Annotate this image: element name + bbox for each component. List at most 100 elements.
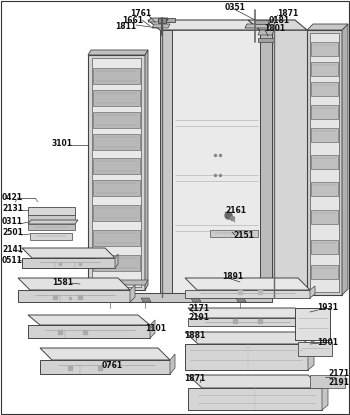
Text: 1931: 1931 — [317, 303, 338, 312]
Text: 1101: 1101 — [145, 324, 166, 332]
Polygon shape — [28, 215, 75, 222]
Polygon shape — [93, 68, 140, 84]
Text: 3101: 3101 — [52, 139, 73, 147]
Polygon shape — [188, 318, 307, 326]
Polygon shape — [255, 20, 268, 24]
Polygon shape — [22, 258, 115, 268]
Text: 2501: 2501 — [2, 227, 23, 237]
Polygon shape — [311, 82, 338, 96]
Polygon shape — [88, 50, 148, 55]
Polygon shape — [298, 342, 332, 356]
Polygon shape — [160, 30, 172, 295]
Polygon shape — [93, 180, 140, 196]
Polygon shape — [307, 24, 348, 30]
Polygon shape — [145, 50, 148, 290]
Polygon shape — [18, 278, 130, 290]
Polygon shape — [88, 293, 272, 302]
Polygon shape — [185, 278, 310, 290]
Text: 0511: 0511 — [2, 256, 23, 264]
Text: 0311: 0311 — [2, 217, 23, 225]
Polygon shape — [307, 30, 342, 295]
Polygon shape — [158, 18, 166, 23]
Text: 2151: 2151 — [233, 230, 254, 239]
Text: 1871: 1871 — [184, 374, 205, 383]
Polygon shape — [322, 383, 328, 410]
Polygon shape — [30, 233, 72, 240]
Polygon shape — [295, 308, 330, 340]
Text: 0421: 0421 — [2, 193, 23, 202]
Text: 2171: 2171 — [188, 303, 209, 312]
Polygon shape — [258, 38, 274, 42]
Polygon shape — [311, 182, 338, 196]
Polygon shape — [28, 207, 75, 215]
Polygon shape — [40, 360, 170, 374]
Polygon shape — [88, 280, 148, 285]
Polygon shape — [260, 30, 272, 295]
Polygon shape — [311, 42, 338, 56]
Polygon shape — [28, 224, 75, 230]
Polygon shape — [28, 220, 78, 224]
Text: 1871: 1871 — [277, 8, 298, 17]
Polygon shape — [93, 255, 140, 271]
Polygon shape — [170, 354, 175, 374]
Text: 1661: 1661 — [122, 15, 143, 24]
Polygon shape — [148, 20, 260, 30]
Text: 2171: 2171 — [328, 369, 349, 378]
Text: 0761: 0761 — [102, 361, 123, 369]
Polygon shape — [93, 90, 140, 106]
Polygon shape — [141, 298, 151, 302]
Polygon shape — [185, 290, 310, 298]
Polygon shape — [342, 24, 348, 295]
Polygon shape — [245, 24, 270, 28]
Polygon shape — [310, 286, 315, 298]
Text: 2141: 2141 — [2, 244, 23, 254]
Polygon shape — [311, 155, 338, 169]
Text: 1891: 1891 — [222, 271, 243, 281]
Polygon shape — [310, 33, 339, 292]
Polygon shape — [311, 240, 338, 254]
Polygon shape — [185, 344, 308, 370]
Polygon shape — [311, 105, 338, 119]
Polygon shape — [310, 375, 345, 388]
Polygon shape — [88, 55, 145, 290]
Polygon shape — [188, 388, 322, 410]
Polygon shape — [93, 230, 140, 246]
Text: 0181: 0181 — [269, 15, 290, 24]
Text: 1801: 1801 — [264, 24, 285, 32]
Text: 1811: 1811 — [115, 22, 136, 30]
Polygon shape — [93, 205, 140, 221]
Polygon shape — [188, 375, 322, 388]
Polygon shape — [311, 128, 338, 142]
Polygon shape — [40, 348, 170, 360]
Polygon shape — [18, 290, 130, 302]
Text: 2191: 2191 — [328, 378, 349, 386]
Text: 0351: 0351 — [225, 2, 246, 12]
Polygon shape — [191, 298, 201, 302]
Polygon shape — [165, 18, 175, 22]
Polygon shape — [28, 325, 150, 338]
Polygon shape — [148, 18, 168, 22]
Text: 1761: 1761 — [130, 8, 151, 17]
Polygon shape — [152, 24, 170, 28]
Polygon shape — [311, 62, 338, 76]
Polygon shape — [272, 30, 307, 295]
Polygon shape — [93, 134, 140, 150]
Polygon shape — [307, 314, 312, 326]
Polygon shape — [311, 265, 338, 279]
Polygon shape — [150, 320, 155, 338]
Polygon shape — [22, 248, 115, 258]
Text: 1581: 1581 — [52, 278, 73, 286]
Text: 2161: 2161 — [225, 205, 246, 215]
Polygon shape — [188, 308, 307, 318]
Polygon shape — [28, 315, 150, 325]
Text: 2131: 2131 — [2, 203, 23, 212]
Polygon shape — [106, 298, 116, 302]
Text: 1901: 1901 — [317, 337, 338, 347]
Polygon shape — [172, 30, 260, 295]
Polygon shape — [130, 285, 135, 302]
Polygon shape — [92, 58, 141, 287]
Text: 1881: 1881 — [184, 330, 205, 339]
Polygon shape — [185, 332, 308, 344]
Polygon shape — [93, 158, 140, 174]
Polygon shape — [210, 230, 258, 237]
